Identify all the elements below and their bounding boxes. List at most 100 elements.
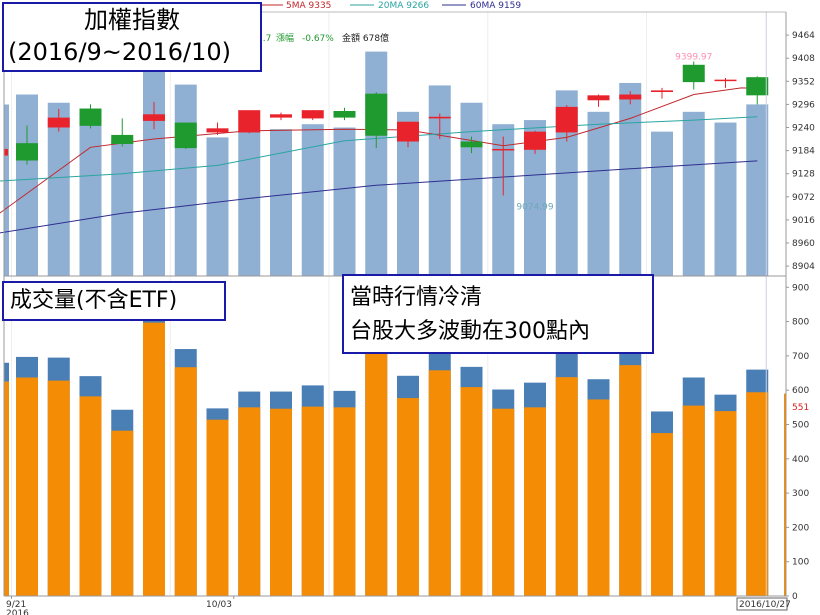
candle [397, 121, 419, 148]
background-volume-bar [397, 111, 419, 276]
volume-bar [206, 419, 229, 596]
candle [16, 125, 38, 165]
total-volume-bar-partial [4, 362, 9, 382]
candle [47, 108, 70, 132]
x-tick-label: 9/21 [6, 600, 26, 610]
candle [619, 91, 642, 105]
volume-bar [79, 396, 102, 596]
x-tick-label: 10/03 [206, 600, 232, 610]
candle-body [301, 110, 324, 119]
axes: 9464 9408 9352 9296 9240 9184 9128 9072 9016 8960… [3, 11, 815, 615]
volume-bar [555, 377, 578, 596]
date-badge-frame [736, 597, 788, 611]
candle-body [619, 94, 642, 100]
volume-bar [397, 398, 419, 596]
volume-bar-partial [4, 381, 9, 596]
volume-bar [746, 392, 769, 596]
partial-change-value: 2.7 [257, 34, 271, 44]
title-line-2: (2016/9~2016/10) [8, 38, 231, 66]
background-volume-bar [460, 102, 483, 276]
volume-bar [682, 405, 705, 596]
ma-line-60ma [0, 160, 758, 234]
note-line-1: 當時行情冷清 [350, 285, 483, 310]
background-volume-bar [746, 104, 769, 277]
price-tick-label: 9128 [792, 170, 815, 180]
volume-bar [301, 406, 324, 596]
volume-bar [651, 433, 673, 596]
title-line-1: 加權指數 [84, 6, 180, 34]
candle-body [174, 122, 197, 149]
price-tick-label: 9296 [792, 100, 815, 110]
volume-bar [16, 377, 38, 596]
background-volume-bar [333, 127, 356, 276]
background-volume-bar [270, 129, 292, 276]
candle-body [587, 95, 610, 101]
background-volume-bar [555, 90, 578, 276]
candle-body [365, 93, 388, 136]
x-tick-label: 2016 [6, 609, 29, 615]
candle-body [428, 116, 451, 119]
volume-bar [619, 365, 642, 596]
background-volume-bar [651, 131, 673, 276]
candle-body [143, 114, 165, 121]
candle [333, 107, 356, 121]
volume-tick-label: 900 [792, 283, 809, 293]
volume-bar-partial [784, 393, 786, 596]
price-tick-label: 9352 [792, 77, 815, 87]
background-volume-bar [587, 111, 610, 276]
volume-tick-label: 0 [792, 592, 798, 602]
background-volume-bar [301, 124, 324, 276]
candle-body [270, 114, 292, 118]
candle [682, 61, 705, 90]
candlestick-panel: 9399.97 9074.99 [0, 51, 769, 277]
background-volume-bar [206, 137, 229, 276]
volume-bar [524, 407, 546, 596]
background-volume-bar [16, 94, 38, 276]
note-line-2: 台股大多波動在300點內 [350, 319, 590, 344]
candle [206, 122, 229, 135]
latest-volume-label: 551 [792, 403, 809, 413]
candle-body [682, 64, 705, 83]
candle-body [460, 141, 483, 148]
candle [79, 104, 102, 129]
volume-panel [4, 313, 786, 596]
candle-body [206, 128, 229, 133]
candle [524, 130, 546, 154]
volume-bar [238, 407, 261, 596]
background-volume-bar [365, 51, 388, 276]
background-volume-bar [619, 82, 642, 276]
volume-bar [143, 322, 165, 596]
background-volume-bar [174, 84, 197, 276]
ma20-legend: 20MA 9266 [378, 1, 429, 11]
volume-bar [428, 370, 451, 596]
change-percent: -0.67% [302, 34, 334, 44]
candle [111, 118, 134, 147]
volume-tick-label: 200 [792, 523, 809, 533]
candle-body-partial [4, 148, 8, 156]
candle [365, 92, 388, 149]
volume-bar [460, 387, 483, 596]
background-volume-bar [47, 102, 70, 276]
candle-body [79, 108, 102, 126]
volume-tick-label: 800 [792, 318, 809, 328]
price-tick-label: 9240 [792, 124, 815, 134]
candle-body [524, 131, 546, 150]
candle-body [746, 77, 769, 96]
candle [270, 112, 292, 121]
candle [555, 105, 578, 142]
candle-body [111, 134, 134, 144]
candle [587, 94, 610, 107]
background-volume-bar [238, 130, 261, 276]
candle-body [492, 148, 515, 151]
price-tick-label: 8904 [792, 262, 815, 272]
candle [460, 136, 483, 154]
price-tick-label: 9464 [792, 31, 815, 41]
candle-body [397, 121, 419, 142]
candle [651, 87, 673, 99]
background-volume-bar [492, 124, 515, 276]
volume-bar [333, 407, 356, 596]
extreme-price-label: 9074.99 [516, 203, 553, 213]
chart-header: 5MA 9335 20MA 9266 60MA 9159 2.7 漲幅 -0.6… [257, 1, 521, 44]
background-volume-bar [524, 120, 546, 276]
note-box: 當時行情冷清 台股大多波動在300點內 [342, 274, 654, 354]
